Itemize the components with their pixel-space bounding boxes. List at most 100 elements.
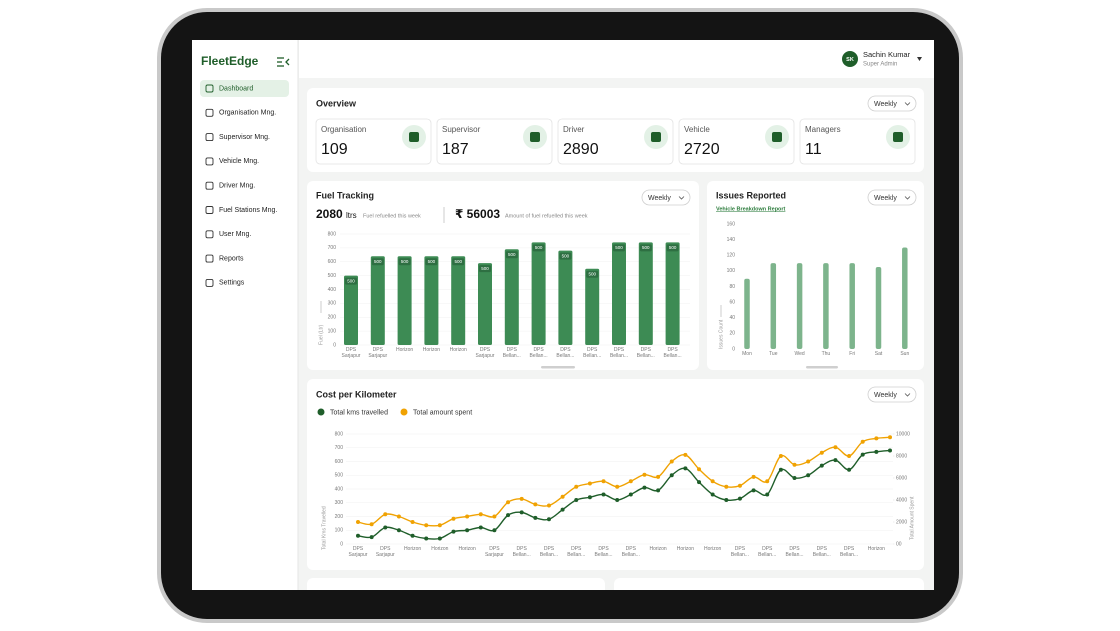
y-tick-label: 100 [328, 328, 337, 334]
series-point [587, 481, 592, 486]
y-tick-label: 0 [333, 342, 336, 348]
filter-dropdown[interactable] [641, 189, 691, 206]
x-tick-label: Wed [794, 351, 805, 357]
menu-item[interactable]: Reports [219, 255, 244, 262]
series-point [574, 498, 579, 502]
series-point [601, 492, 606, 497]
menu-item[interactable]: Organisation Mng. [219, 110, 276, 117]
menu-icon [205, 181, 214, 190]
series-point [478, 525, 483, 530]
series-point [683, 452, 688, 457]
series-point [451, 516, 456, 521]
fuel-cost-note: Amount of fuel refuelled this week [505, 213, 588, 219]
x-tick-label-box: DPS Sarjapur [476, 347, 495, 359]
chevron [904, 102, 911, 106]
bar-tag-bg [505, 251, 518, 259]
series-point [601, 479, 606, 484]
stat-icon [409, 132, 419, 142]
collapse-icon[interactable] [277, 57, 290, 67]
bar-tag-bg [532, 244, 545, 252]
scroll-thumb[interactable] [541, 366, 575, 369]
series-point [833, 445, 838, 450]
x-tick-label-box: DPS Bellan... [731, 546, 749, 558]
menu-icon [205, 108, 214, 117]
x-tick-label: DPS Bellan... [512, 546, 531, 558]
sidebar [192, 40, 298, 590]
series-line [357, 449, 891, 540]
stat-value: 109 [321, 141, 348, 158]
series-point [847, 454, 852, 458]
series-point [669, 473, 674, 478]
menu-item[interactable]: Vehicle Mng. [219, 158, 259, 165]
series-point [765, 492, 770, 497]
x-tick-label-box: DPS Bellan... [594, 546, 612, 558]
stat-value: 2890 [563, 141, 599, 158]
issues-card [707, 181, 924, 370]
y-tick-label: 800 [335, 431, 344, 437]
bar-tag-bg [452, 258, 465, 266]
x-tick-label-box: Horizon [676, 546, 694, 552]
series-point [587, 495, 592, 500]
user-menu-caret[interactable] [917, 57, 922, 61]
stat-label: Vehicle [684, 125, 710, 134]
user-role: Super Admin [863, 62, 897, 68]
bar-tag-bg [559, 252, 572, 260]
filter-label: Weekly [648, 195, 671, 202]
x-tick-label: DPS Bellan... [502, 347, 521, 359]
filter-dropdown[interactable] [867, 189, 917, 206]
x-tick-label-box: DPS Bellan... [840, 546, 859, 558]
chevron [678, 196, 685, 200]
x-tick-label-box: DPS Bellan... [583, 347, 601, 359]
y2-tick-label: 2000 [896, 519, 907, 525]
menu-item[interactable]: Driver Mng. [219, 183, 255, 190]
x-tick-label-box: DPS Sarjapur [485, 546, 504, 558]
fuel-amount: 2080 [316, 207, 343, 221]
bar-tag-bg [425, 258, 438, 266]
y-tick-label: 40 [729, 315, 735, 321]
x-tick-label: DPS Bellan... [609, 347, 629, 359]
series-point [806, 459, 811, 464]
filter-dropdown[interactable] [867, 386, 917, 403]
filter-dropdown[interactable] [867, 95, 917, 112]
bar [770, 263, 777, 349]
bar [612, 242, 626, 345]
x-tick-label-box: DPS Bellan... [567, 546, 586, 558]
x-tick-label-box: Fri [849, 351, 855, 357]
series-point [710, 479, 715, 484]
series-point [860, 452, 865, 457]
issues-link[interactable]: Vehicle Breakdown Report [716, 206, 786, 212]
x-tick-label: Horizon [676, 546, 694, 552]
menu-item[interactable]: User Mng. [219, 231, 251, 238]
y-tick-label: 20 [729, 331, 735, 337]
menu-item[interactable]: Supervisor Mng. [219, 134, 270, 141]
series-point [519, 496, 524, 501]
menu-item[interactable]: Dashboard [219, 85, 253, 92]
avatar[interactable] [842, 51, 858, 67]
stat-icon [651, 132, 661, 142]
scroll-thumb[interactable] [806, 366, 838, 369]
y-tick-label: 0 [340, 541, 343, 547]
x-tick-label-box: DPS Bellan... [813, 546, 831, 558]
menu-item[interactable]: Fuel Stations Mng. [219, 207, 277, 214]
bar [478, 263, 492, 345]
y-tick-label: 100 [727, 268, 736, 274]
x-tick-label-box: DPS Sarjapur [376, 546, 395, 558]
x-tick-label: DPS Sarjapur [368, 347, 388, 359]
fuel-title: Fuel Tracking [316, 190, 374, 200]
x-tick-label-box: Sat [875, 351, 883, 357]
x-tick-label-box: DPS Bellan... [622, 546, 640, 558]
x-tick-label: DPS Bellan... [567, 546, 586, 558]
x-tick-label: DPS Bellan... [840, 546, 859, 558]
stat-value: 11 [805, 141, 822, 158]
filter-label: Weekly [874, 392, 897, 399]
series-point [574, 484, 579, 489]
bar [451, 256, 466, 345]
series-point [888, 448, 892, 453]
stat-label: Organisation [321, 125, 366, 134]
bar [344, 275, 358, 345]
stat-icon [530, 132, 540, 142]
menu-item[interactable]: Settings [219, 280, 245, 287]
x-tick-label-box: Wed [794, 351, 805, 357]
series-point [751, 474, 756, 479]
series-point [669, 459, 674, 464]
